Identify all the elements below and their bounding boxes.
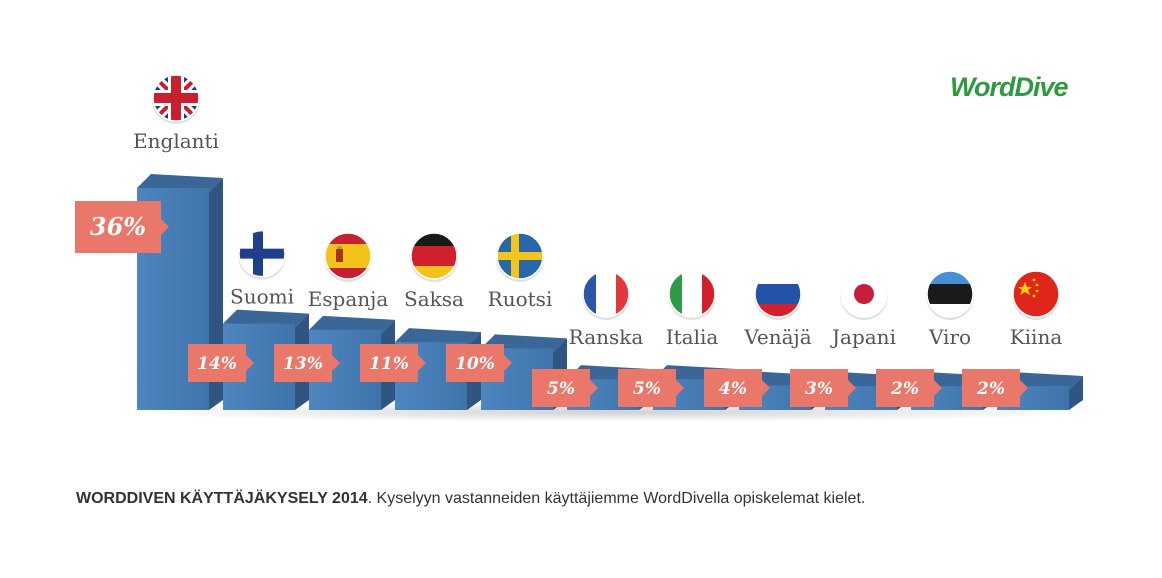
category-label-suomi: Suomi bbox=[230, 285, 294, 309]
value-label-arrow bbox=[246, 355, 254, 371]
value-label-text: 4% bbox=[719, 379, 747, 399]
value-label-text: 36% bbox=[90, 212, 146, 241]
value-label-bg bbox=[75, 201, 161, 253]
value-label-bg bbox=[360, 344, 418, 382]
value-label-viro: 2% bbox=[876, 369, 942, 407]
value-label-bg bbox=[876, 369, 934, 407]
bar-side-face bbox=[1069, 376, 1083, 410]
value-label-suomi: 14% bbox=[188, 344, 254, 382]
value-label-bg bbox=[532, 369, 590, 407]
value-label-arrow bbox=[1020, 380, 1028, 396]
category-label-japani: Japani bbox=[830, 325, 896, 349]
category-labels-layer: Englanti Suomi Espanja Saksa Ruotsi Ranska Ita… bbox=[133, 129, 1062, 349]
value-label-ranska: 5% bbox=[532, 369, 598, 407]
value-label-bg bbox=[704, 369, 762, 407]
value-label-englanti: 36% bbox=[75, 201, 169, 253]
category-label-venäjä: Venäjä bbox=[743, 325, 811, 349]
value-labels-layer: 36% 14% 13% 11% 10% 5% 5% 4% 3% 2% 2% bbox=[75, 201, 1028, 407]
value-label-saksa: 11% bbox=[360, 344, 426, 382]
category-label-englanti: Englanti bbox=[133, 129, 219, 153]
category-label-saksa: Saksa bbox=[404, 287, 464, 311]
value-label-italia: 5% bbox=[618, 369, 684, 407]
sweden-flag-icon bbox=[496, 232, 544, 282]
value-label-bg bbox=[446, 344, 504, 382]
value-label-arrow bbox=[848, 380, 856, 396]
category-label-espanja: Espanja bbox=[308, 287, 389, 311]
value-label-arrow bbox=[161, 219, 169, 235]
uk-flag-icon bbox=[152, 74, 200, 124]
value-label-arrow bbox=[590, 380, 598, 396]
value-label-venäjä: 4% bbox=[704, 369, 770, 407]
bar-top-face bbox=[137, 174, 223, 192]
worddive-logo: WordDive bbox=[950, 72, 1069, 102]
value-label-ruotsi: 10% bbox=[446, 344, 512, 382]
finland-flag-icon bbox=[238, 229, 286, 280]
value-label-text: 10% bbox=[455, 354, 495, 374]
value-label-text: 13% bbox=[283, 354, 323, 374]
france-flag-icon bbox=[582, 270, 630, 320]
value-label-text: 5% bbox=[633, 379, 661, 399]
bar-top-face bbox=[309, 315, 395, 334]
value-label-arrow bbox=[418, 355, 426, 371]
value-label-arrow bbox=[676, 380, 684, 396]
value-label-arrow bbox=[762, 380, 770, 396]
category-label-viro: Viro bbox=[928, 325, 971, 349]
china-flag-icon bbox=[1012, 270, 1060, 320]
value-label-text: 2% bbox=[890, 379, 919, 399]
value-label-arrow bbox=[332, 355, 340, 371]
russia-flag-icon bbox=[754, 270, 802, 320]
bar-top-face bbox=[395, 328, 481, 347]
value-label-text: 2% bbox=[976, 379, 1005, 399]
value-label-bg bbox=[618, 369, 676, 407]
category-label-ranska: Ranska bbox=[569, 325, 644, 349]
value-label-bg bbox=[188, 344, 246, 382]
category-label-italia: Italia bbox=[666, 325, 719, 349]
category-label-ruotsi: Ruotsi bbox=[488, 287, 553, 311]
value-label-bg bbox=[790, 369, 848, 407]
value-label-bg bbox=[274, 344, 332, 382]
germany-flag-icon bbox=[410, 232, 458, 282]
japan-flag-icon bbox=[840, 270, 888, 320]
bar-top-face bbox=[223, 309, 309, 328]
category-label-kiina: Kiina bbox=[1010, 325, 1063, 349]
value-label-espanja: 13% bbox=[274, 344, 340, 382]
value-label-bg bbox=[962, 369, 1020, 407]
caption-title: WORDDIVEN KÄYTTÄJÄKYSELY 2014 bbox=[76, 490, 368, 507]
value-label-text: 3% bbox=[805, 379, 833, 399]
spain-flag-icon bbox=[324, 232, 372, 282]
value-label-arrow bbox=[934, 380, 942, 396]
caption-text: . Kyselyyn vastanneiden käyttäjiemme Wor… bbox=[367, 490, 866, 507]
italy-flag-icon bbox=[668, 270, 716, 320]
value-label-text: 5% bbox=[547, 379, 575, 399]
chart-caption: WORDDIVEN KÄYTTÄJÄKYSELY 2014. Kyselyyn … bbox=[76, 490, 865, 508]
value-label-text: 11% bbox=[369, 354, 409, 374]
value-label-japani: 3% bbox=[790, 369, 856, 407]
value-label-text: 14% bbox=[197, 354, 237, 374]
value-label-arrow bbox=[504, 355, 512, 371]
value-label-kiina: 2% bbox=[962, 369, 1028, 407]
estonia-flag-icon bbox=[926, 270, 974, 320]
